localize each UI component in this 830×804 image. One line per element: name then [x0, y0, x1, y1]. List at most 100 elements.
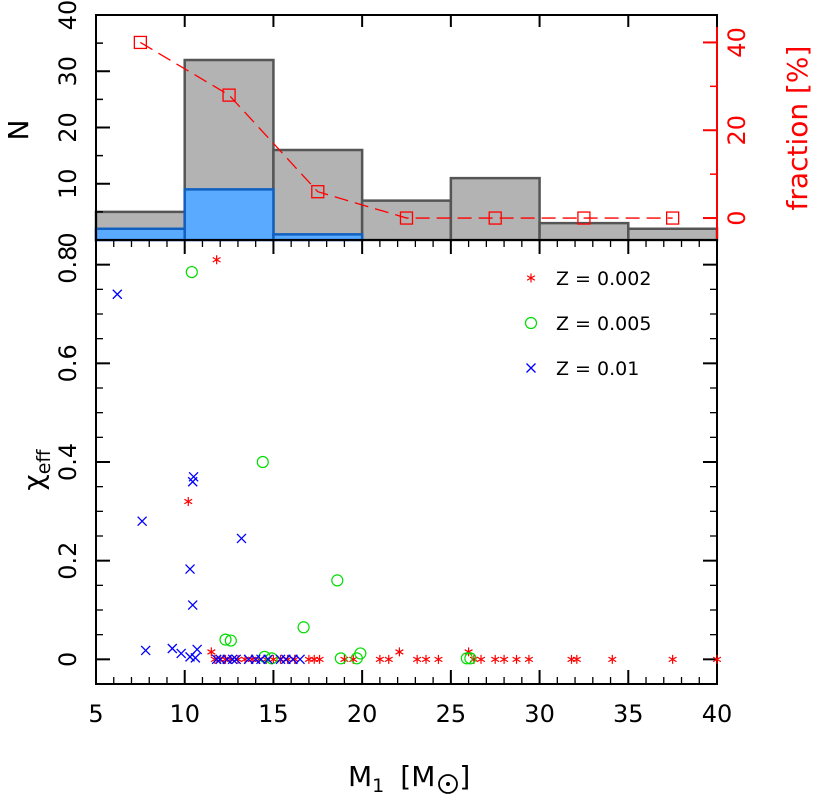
scatter-point-star: [572, 654, 582, 664]
scatter-point-x: [140, 645, 151, 656]
histogram-bar-total: [360, 199, 453, 242]
scatter-point-x: [280, 654, 291, 665]
top-y-tick-label: 20: [54, 112, 82, 143]
fraction-marker: [665, 211, 680, 225]
scatter-point-circle: [224, 634, 237, 647]
scatter-point-circle: [331, 574, 344, 587]
scatter-point-x: [211, 654, 222, 665]
scatter-point-circle: [350, 652, 363, 665]
scatter-point-x: [231, 654, 242, 665]
scatter-point-star: [526, 273, 536, 283]
scatter-point-x: [112, 289, 123, 300]
scatter-point-star: [524, 654, 534, 664]
x-axis-unit-close: ]: [459, 760, 470, 793]
scatter-point-x: [137, 516, 148, 527]
x-tick-label: 40: [702, 700, 733, 728]
scatter-point-x: [526, 363, 536, 373]
scatter-point-circle: [464, 652, 477, 665]
scatter-point-circle: [219, 633, 232, 646]
legend-label: Z = 0.01: [556, 358, 639, 380]
histogram-bar-total: [449, 176, 541, 242]
y-tick-label: 0.4: [54, 443, 82, 481]
x-axis-unit-open: [M: [400, 760, 435, 793]
axis-labels: N fraction [%] χeff M1 [M]: [2, 46, 814, 797]
scatter-point-x: [227, 654, 238, 665]
fraction-marker: [488, 211, 502, 225]
scatter-point-x: [187, 476, 198, 487]
top-y2-tick-label: 0: [723, 210, 751, 225]
y-axis-subscript: eff: [33, 449, 55, 475]
legend-label: Z = 0.005: [556, 313, 651, 335]
scatter-point-x: [295, 654, 306, 665]
histogram-bar-subset: [183, 188, 275, 242]
x-tick-label: 20: [347, 700, 378, 728]
scatter-point-star: [395, 647, 404, 657]
scatter-point-x: [167, 643, 178, 654]
scatter-point-star: [668, 654, 677, 664]
scatter-point-star: [375, 654, 385, 664]
legend-label: Z = 0.002: [556, 268, 651, 290]
bottom-y-axis-title: χeff: [17, 449, 55, 491]
x-tick-label: 15: [258, 700, 289, 728]
top-y-tick-label: 30: [54, 56, 82, 87]
fraction-marker: [222, 88, 236, 102]
scatter-point-star: [712, 654, 722, 664]
scatter-point-star: [434, 654, 443, 664]
scatter-point-star: [491, 654, 500, 664]
scatter-point-x: [256, 654, 266, 665]
scatter-point-star: [310, 654, 319, 664]
scatter-point-circle: [256, 455, 269, 469]
scatter-point-x: [236, 533, 247, 544]
top-y2-tick-label: 40: [723, 27, 751, 58]
scatter-point-star: [184, 496, 193, 506]
scatter-point-x: [215, 654, 226, 665]
scatter-point-x: [192, 644, 203, 655]
histogram-bar-subset: [94, 227, 186, 242]
top-y2-axis-title: fraction [%]: [781, 46, 814, 211]
scatter-point-star: [315, 654, 324, 664]
top-y2-tick-label: 20: [723, 115, 751, 146]
sun-symbol-icon: [438, 774, 458, 794]
scatter-point-x: [185, 564, 195, 575]
scatter-point-star: [207, 647, 216, 657]
legend: Z = 0.002 Z = 0.005 Z = 0.01: [524, 268, 651, 380]
y-axis-symbol: χ: [17, 474, 50, 490]
x-tick-label: 30: [524, 700, 555, 728]
fraction-marker: [311, 185, 325, 199]
y-tick-label: 0.2: [54, 542, 82, 580]
y-tick-label: 0.6: [54, 344, 82, 382]
fraction-marker: [577, 211, 591, 225]
scatter-point-x: [190, 652, 201, 663]
scatter-point-star: [512, 654, 521, 664]
fraction-marker: [399, 211, 414, 225]
x-tick-label: 35: [613, 700, 644, 728]
scatter-point-circle: [265, 652, 278, 665]
scatter-point-star: [476, 654, 486, 664]
x-axis-symbol: M: [348, 760, 372, 793]
scatter-point-star: [608, 654, 617, 664]
x-tick-label: 10: [169, 700, 200, 728]
top-y-axis-title: N: [2, 120, 35, 141]
histogram-bar-total: [538, 221, 630, 242]
x-axis-title: M1 [M]: [348, 760, 470, 797]
x-axis-subscript: 1: [372, 775, 384, 797]
scatter-point-x: [263, 654, 274, 665]
scatter-point-x: [187, 600, 198, 611]
bottom-panel-frame: [95, 239, 718, 685]
scatter-point-circle: [185, 265, 198, 279]
fraction-line: [140, 41, 673, 219]
scatter-point-circle: [297, 621, 310, 634]
scatter-point-star: [499, 654, 509, 664]
histogram-bar-total: [627, 227, 719, 242]
scatter-point-circle: [334, 652, 347, 665]
scatter-point-star: [384, 654, 393, 664]
scatter-point-circle: [524, 316, 538, 330]
top-y-tick-label: 0: [54, 232, 82, 247]
top-panel-histogram: 0 10 20 30 40 0 20 40: [54, 0, 751, 248]
scatter-point-x: [176, 648, 187, 659]
x-tick-label: 25: [436, 700, 467, 728]
y-tick-label: 0: [54, 652, 82, 667]
y-tick-label: 0.8: [54, 246, 82, 284]
